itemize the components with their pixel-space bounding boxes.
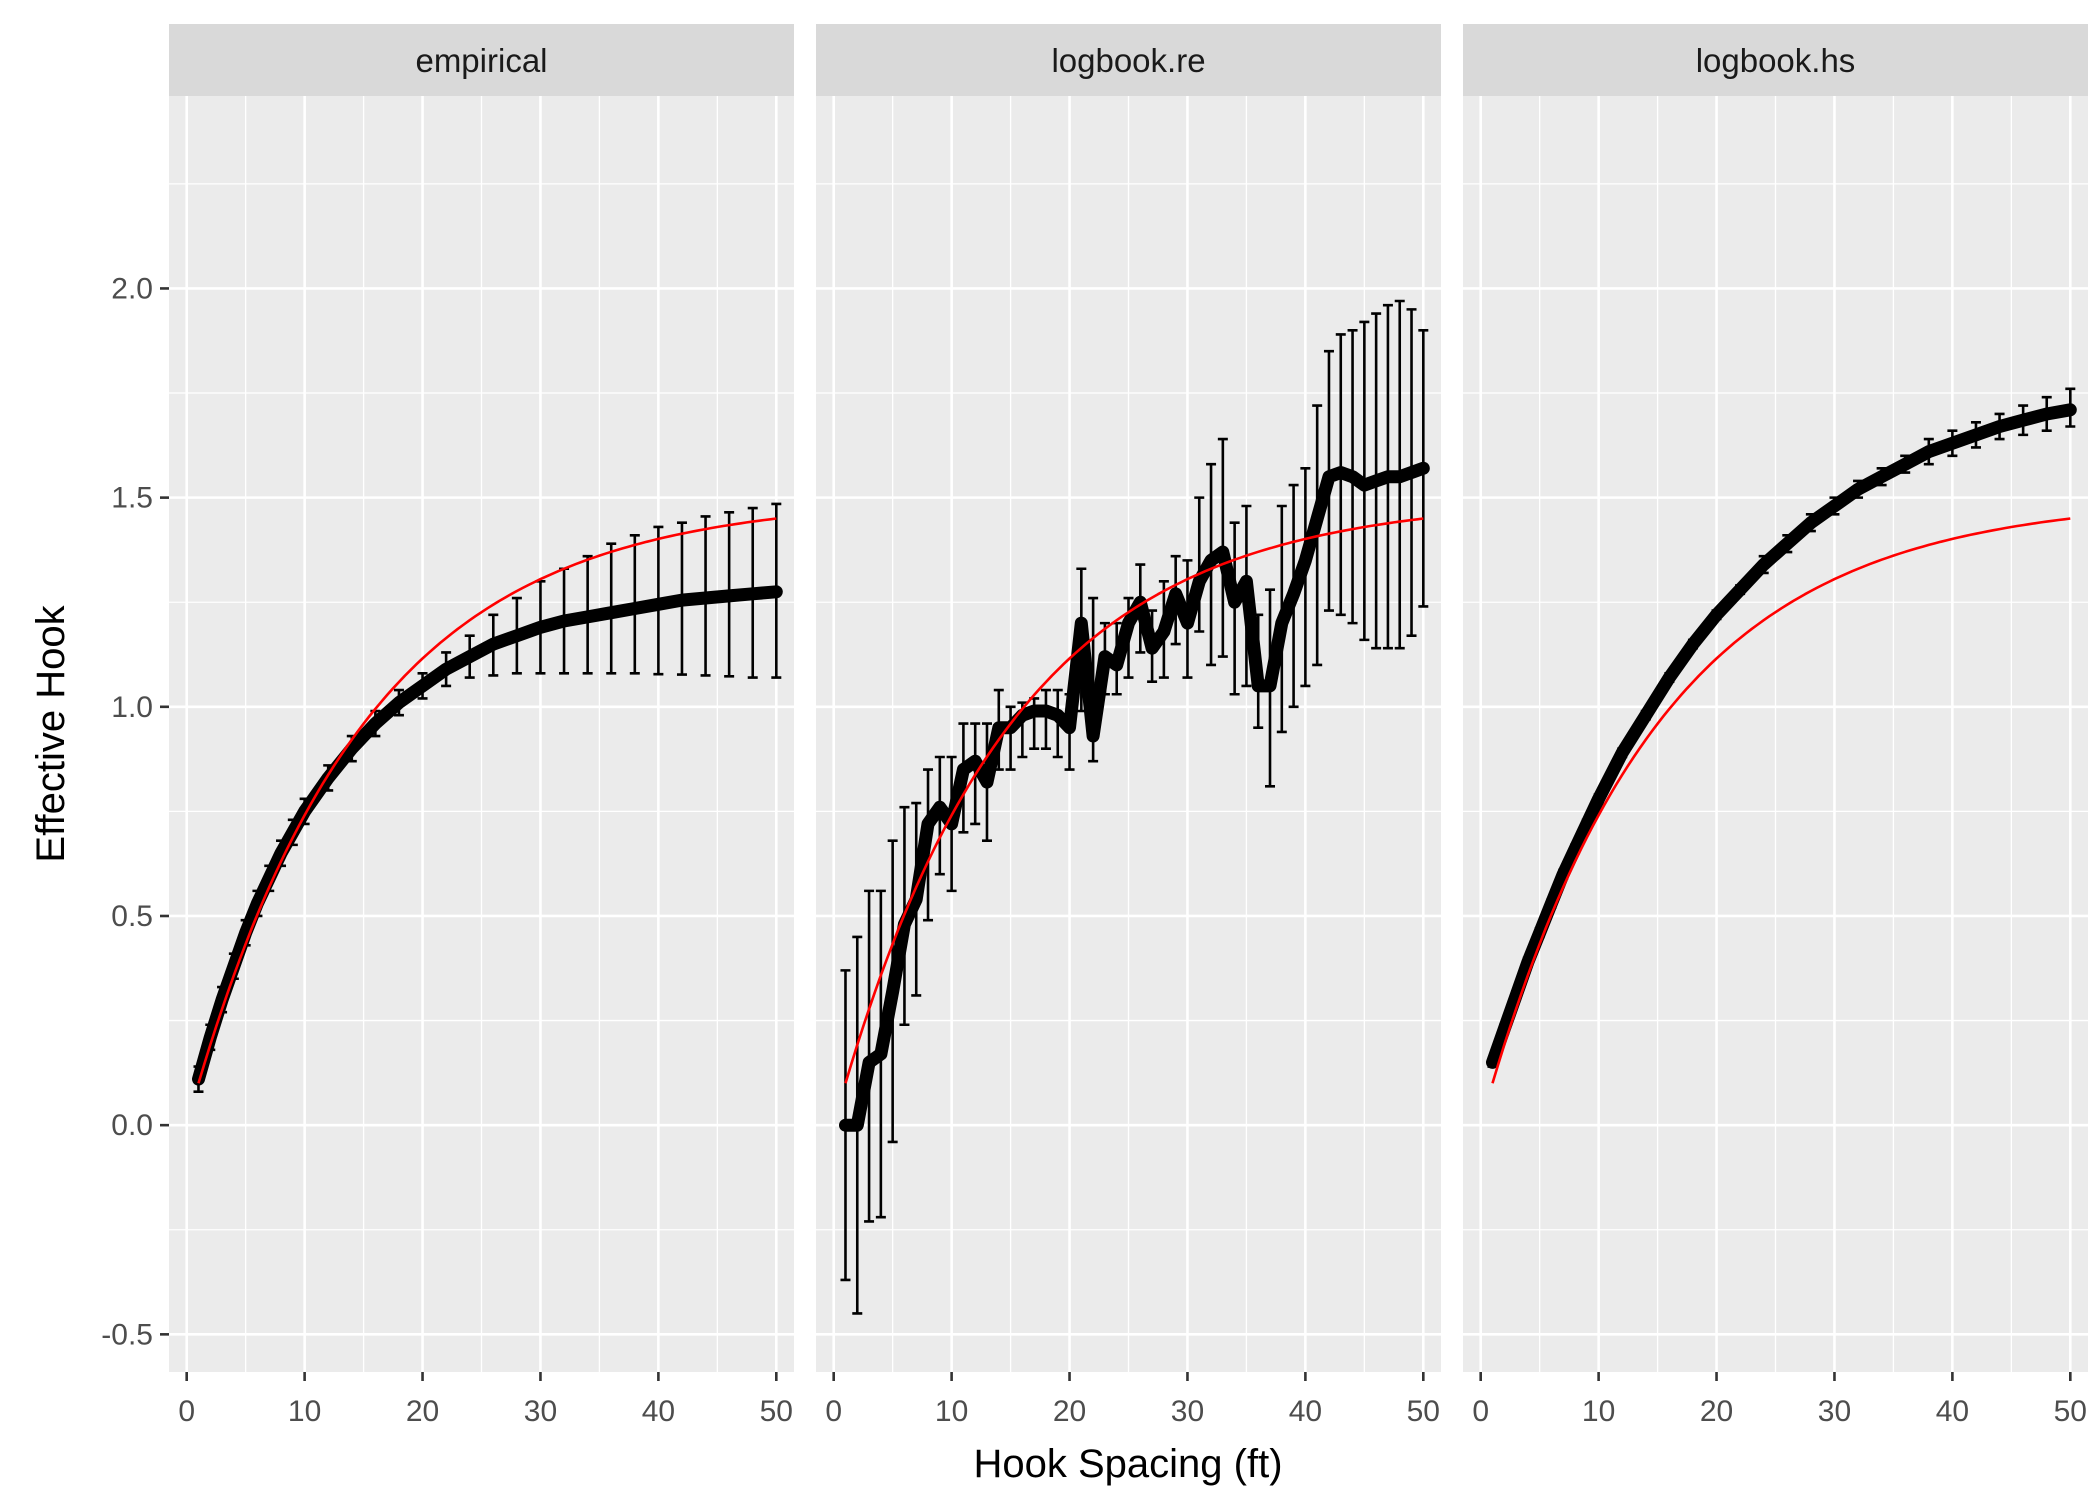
- fitted-curve-line: [1491, 517, 2071, 1084]
- x-tick-label: 40: [1289, 1395, 1322, 1428]
- error-bar: [1005, 705, 1016, 771]
- x-tick-label: 0: [825, 1395, 842, 1428]
- y-tick-label: 1.0: [111, 691, 153, 724]
- error-bar: [1040, 688, 1051, 750]
- facet-title: logbook.re: [1051, 42, 1205, 79]
- x-tick-label: 20: [406, 1395, 439, 1428]
- x-tick-label: 40: [642, 1395, 675, 1428]
- x-tick-label: 20: [1700, 1395, 1733, 1428]
- x-tick-label: 0: [1472, 1395, 1489, 1428]
- x-tick-label: 30: [524, 1395, 557, 1428]
- y-tick-label: 2.0: [111, 272, 153, 305]
- y-axis-title: Effective Hook: [29, 604, 73, 862]
- x-tick-label: 30: [1818, 1395, 1851, 1428]
- facet-panel-3: logbook.hs 0 10 20 30 40 50: [1463, 24, 2088, 1428]
- fitted-curve-line: [197, 517, 777, 1084]
- y-tick-label: 0.0: [111, 1109, 153, 1142]
- observed-series-line: [192, 585, 783, 1086]
- facet-strip: [816, 24, 1441, 96]
- x-tick-label: 0: [178, 1395, 195, 1428]
- x-tick-label: 50: [760, 1395, 793, 1428]
- x-tick-label: 30: [1171, 1395, 1204, 1428]
- facet-strip: [169, 24, 794, 96]
- x-tick-label: 50: [1407, 1395, 1440, 1428]
- error-bar: [1194, 496, 1205, 633]
- y-tick-label: 1.5: [111, 482, 153, 515]
- facet-title: logbook.hs: [1696, 42, 1856, 79]
- observed-series-line: [839, 461, 1430, 1132]
- x-tick-label: 20: [1053, 1395, 1086, 1428]
- x-tick-label: 10: [1582, 1395, 1615, 1428]
- facet-panel-2: logbook.re 0 10 20 30 40 50: [816, 24, 1441, 1428]
- facet-title: empirical: [415, 42, 547, 79]
- x-axis-title: Hook Spacing (ft): [973, 1442, 1282, 1486]
- facet-strip: [1463, 24, 2088, 96]
- fitted-curve-line: [844, 517, 1424, 1084]
- y-tick-label: -0.5: [101, 1318, 153, 1351]
- observed-series-line: [1486, 403, 2077, 1069]
- facet-panel-1: empirical 0 10 20 30 40 50: [169, 24, 794, 1428]
- x-tick-label: 40: [1936, 1395, 1969, 1428]
- x-tick-label: 10: [288, 1395, 321, 1428]
- x-tick-label: 50: [2054, 1395, 2087, 1428]
- y-tick-label: 0.5: [111, 900, 153, 933]
- x-tick-label: 10: [935, 1395, 968, 1428]
